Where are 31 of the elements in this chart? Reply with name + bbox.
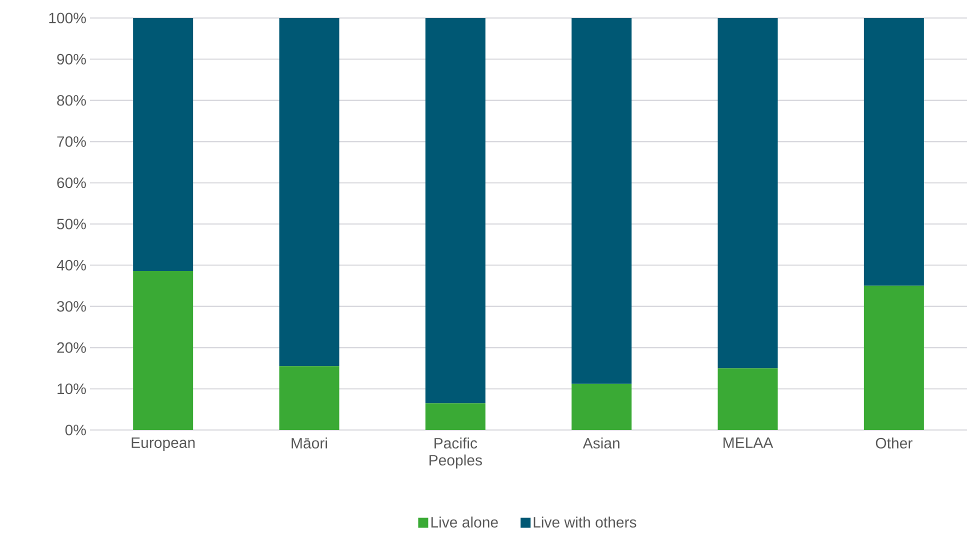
y-tick-label: 80% [57,95,86,106]
bar [718,18,778,368]
bar [425,18,486,404]
x-tick-label: Māori [292,438,327,449]
bar [572,384,632,430]
legend-label: Live alone [431,516,498,528]
bar [279,18,340,366]
y-tick-label: 90% [57,54,86,64]
y-tick-label: 0% [65,424,86,436]
y-tick-label: 70% [57,136,86,147]
y-tick-label: 30% [57,301,86,312]
y-tick-label: 100% [49,12,86,24]
bar [279,366,340,430]
x-tick-label: MELAA [724,438,774,448]
bar [133,270,194,430]
bar [425,403,486,430]
y-tick-label: 60% [57,177,86,188]
x-tick-label: Other [876,438,912,449]
x-tick-label: European [132,438,195,451]
y-tick-label: 50% [57,218,86,230]
y-tick-label: 20% [57,342,86,353]
y-tick-label: 10% [58,383,86,394]
y-tick-label: 40% [56,260,86,271]
bar [864,18,924,286]
legend-label: Live with others [534,516,636,528]
bar [718,368,778,430]
x-tick-label: Pacific Peoples [430,438,482,468]
bar [572,18,632,384]
bar [133,18,194,271]
bar [864,286,924,430]
x-tick-label: Asian [582,438,620,449]
